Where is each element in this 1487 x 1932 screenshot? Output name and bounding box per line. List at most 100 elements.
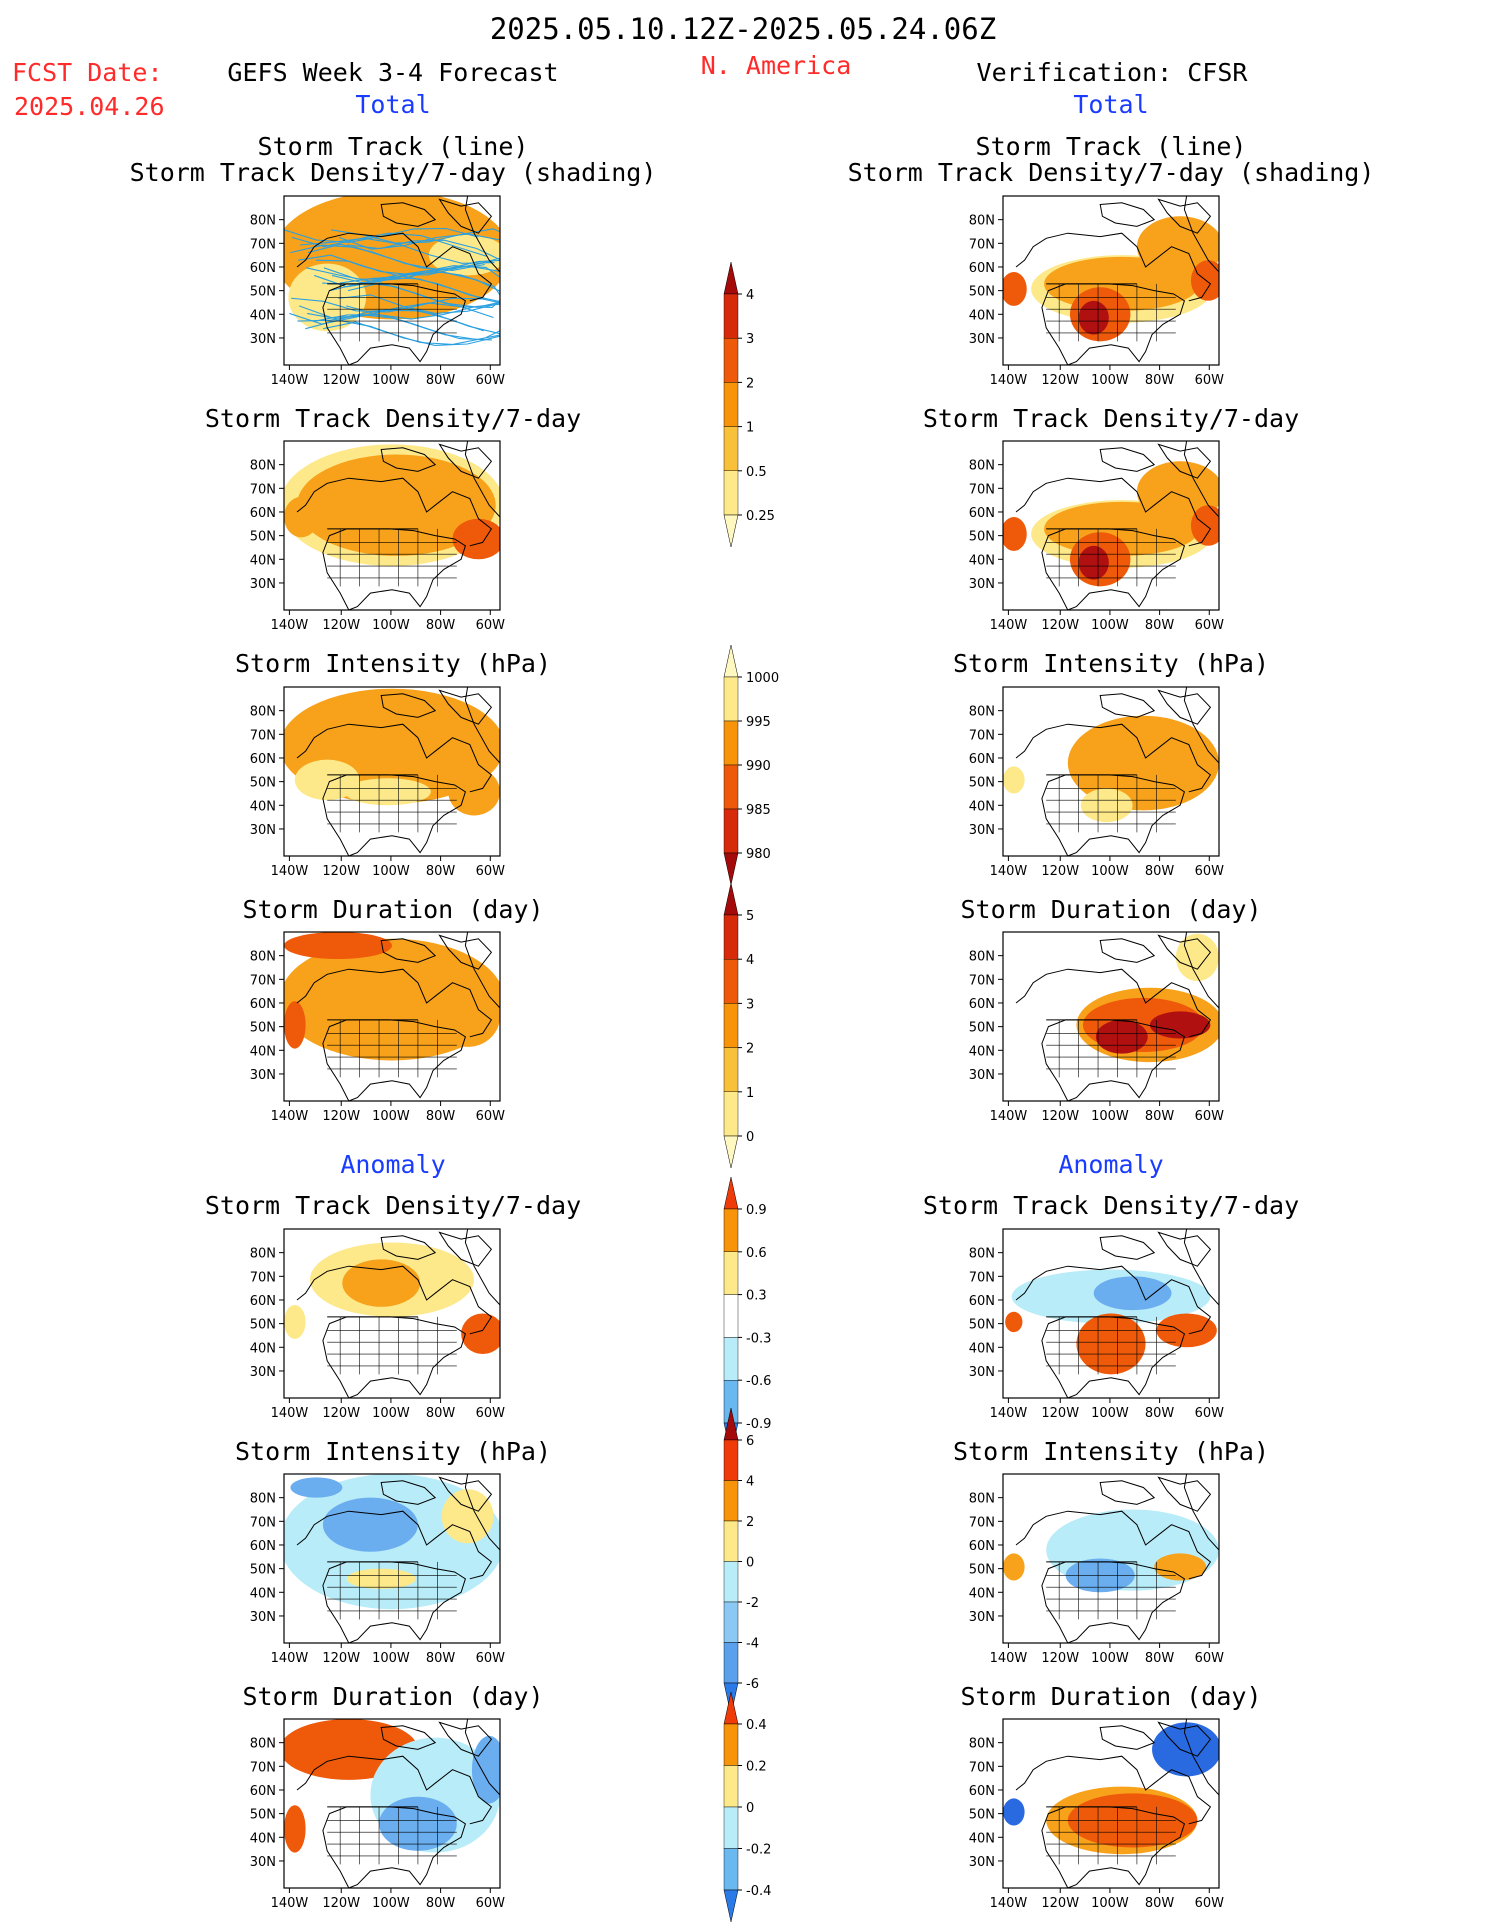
shaded-region [284,1805,306,1853]
lat-tick-label: 80N [250,1247,276,1262]
lat-tick-label: 30N [969,577,995,592]
colorbar-bottom-cap [723,1889,739,1923]
colorbar-segment [723,1208,739,1252]
lat-tick-label: 50N [250,1318,276,1333]
map-frame [1002,195,1220,366]
colorbar-segment [723,1337,739,1381]
title-fcst-density: Storm Track Density/7-day [204,404,582,433]
colorbar-label: 0.9 [746,1203,767,1218]
lon-tick-label: 100W [372,1896,410,1911]
arctic-islands [1157,1231,1212,1267]
colorbar-label: -0.9 [746,1417,771,1432]
colorbar-label: 0.3 [746,1289,767,1304]
usa-outline [1041,283,1185,365]
arctic-islands [1099,693,1156,718]
lat-tick-label: 80N [250,459,276,474]
lat-tick-label: 40N [969,799,995,814]
lat-tick-label: 50N [250,776,276,791]
shaded-region [1093,1276,1172,1311]
lat-tick-label: 40N [969,1044,995,1059]
colorbar-segment [723,1439,739,1481]
lat-tick-label: 70N [969,1515,995,1530]
greenland-outline [464,687,500,764]
lon-tick-label: 100W [1091,864,1129,879]
colorbar-label: 4 [746,1475,754,1490]
lat-tick-label: 70N [969,728,995,743]
lat-tick-label: 70N [250,237,276,252]
lat-tick-label: 50N [969,285,995,300]
map-fcst-track-lines: 80N 70N 60N 50N 40N 30N 140W 120W 100W 80W 60W [250,195,505,388]
arctic-islands [380,447,437,472]
colorbar-top-cap [723,261,739,295]
lon-tick-label: 60W [476,1651,506,1666]
canada-coastline [1015,723,1212,793]
lon-tick-label: 120W [1041,373,1079,388]
colorbar-bottom-cap [723,514,739,548]
lat-tick-label: 70N [250,1760,276,1775]
lon-tick-label: 100W [1091,1406,1129,1421]
lon-tick-label: 120W [322,373,360,388]
map-fcst-duration: 80N 70N 60N 50N 40N 30N 140W 120W 100W 80W 60W [250,931,505,1124]
lat-tick-label: 50N [250,285,276,300]
colorbar-label: -0.6 [746,1374,771,1389]
canada-coastline [296,968,493,1038]
colorbar-label: 985 [746,803,771,818]
storm-track-line [347,239,500,266]
colorbar-label: 5 [746,909,754,924]
colorbar-label: 2 [746,376,754,391]
lon-tick-label: 100W [372,373,410,388]
arctic-islands [438,1476,493,1512]
canada-coastline [1015,1510,1212,1580]
colorbar-segment [723,1480,739,1522]
lon-tick-label: 120W [322,1406,360,1421]
colorbar-intensity-anom: 6 4 2 0 -2 -4 -6 [723,1407,759,1716]
arctic-islands [380,1480,437,1505]
period-title: 2025.05.10.12Z-2025.05.24.06Z [489,12,997,46]
colorbar-segment [723,1642,739,1684]
map-obs-density: 80N 70N 60N 50N 40N 30N 140W 120W 100W 80W 60W [969,440,1224,633]
lon-tick-label: 140W [271,1896,309,1911]
arctic-islands [1099,1725,1156,1750]
map-frame [283,195,501,366]
colorbar-label: 4 [746,288,754,303]
shaded-region [284,932,392,960]
lat-tick-label: 40N [250,799,276,814]
usa-outline [322,1316,466,1398]
lat-tick-label: 80N [969,705,995,720]
colorbar-segment [723,1723,739,1766]
map-obs-track-lines: 80N 70N 60N 50N 40N 30N 140W 120W 100W 80W 60W [969,195,1224,388]
map-frame [1002,1228,1220,1399]
map-obs-intensity: 80N 70N 60N 50N 40N 30N 140W 120W 100W 80W 60W [969,686,1224,879]
shaded-region [344,778,431,806]
colorbar-label: -4 [746,1637,759,1652]
shaded-region [1143,759,1209,801]
colorbar-label: -0.4 [746,1884,771,1899]
canada-coastline [296,1265,493,1335]
title-fcst-track-line: Storm Track (line) [257,132,529,161]
shaded-region [342,1259,421,1307]
lat-tick-label: 80N [969,214,995,229]
arctic-islands [438,443,493,479]
usa-outline [322,1806,466,1888]
colorbar-segment [723,1601,739,1643]
lat-tick-label: 70N [969,973,995,988]
shaded-region [1152,1722,1219,1777]
lat-tick-label: 70N [250,1515,276,1530]
lat-tick-label: 70N [969,1270,995,1285]
usa-outline [1041,1561,1185,1643]
lat-tick-label: 60N [969,506,995,521]
colorbar-segment [723,1251,739,1295]
storm-track-line [338,233,500,252]
lon-tick-label: 60W [1195,1896,1225,1911]
lon-tick-label: 80W [426,1109,456,1124]
map-fcst-density: 80N 70N 60N 50N 40N 30N 140W 120W 100W 80W 60W [250,440,505,633]
lat-tick-label: 60N [250,1784,276,1799]
title-fcst-intensity-anom: Storm Intensity (hPa) [234,1437,552,1466]
colorbar-duration-anom: 0.4 0.2 0 -0.2 -0.4 [723,1691,771,1923]
lon-tick-label: 120W [1041,1896,1079,1911]
lat-tick-label: 80N [250,214,276,229]
colorbar-segment [723,1765,739,1808]
colorbar-label: 4 [746,953,754,968]
map-frame [283,1718,501,1889]
usa-outline [322,283,466,365]
